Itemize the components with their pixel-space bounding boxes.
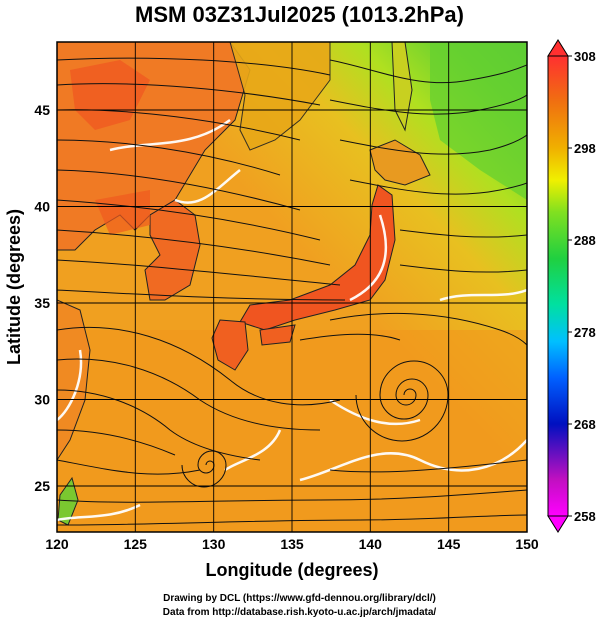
plot-area: [57, 42, 527, 532]
russia-coast: [229, 42, 331, 151]
streamline: [399, 229, 527, 238]
contour-line: [57, 349, 83, 421]
colorbar-body: [547, 55, 569, 517]
lon-tick-label: 120: [45, 536, 69, 552]
cyclone-spiral: [355, 360, 449, 442]
lat-tick-labels: 25 30 35 40 45: [34, 102, 50, 494]
contour-line: [224, 429, 282, 472]
colorbar-tick-label: 268: [574, 417, 596, 432]
streamline: [57, 169, 301, 211]
streamline: [57, 489, 527, 503]
lon-tick-labels: 120 125 130 135 140 145 150: [45, 536, 539, 552]
streamline: [329, 459, 527, 473]
lon-tick-label: 135: [280, 536, 304, 552]
continent-hot-spots-2: [95, 190, 150, 235]
lat-tick-label: 35: [34, 295, 50, 311]
streamline: [57, 259, 341, 286]
colorbar-top-arrow: [547, 39, 569, 57]
streamline: [339, 134, 527, 155]
streamline: [57, 199, 321, 241]
lat-tick-label: 25: [34, 478, 50, 494]
lat-tick-label: 45: [34, 102, 50, 118]
credits: Drawing by DCL (https://www.gfd-dennou.o…: [0, 592, 599, 620]
lon-tick-label: 150: [515, 536, 539, 552]
colorbar: 308 298 288 278 268 258: [547, 39, 596, 533]
taiwan-land: [57, 476, 79, 526]
streamline: [57, 358, 321, 431]
contour-line: [174, 169, 241, 204]
streamlines: [57, 57, 527, 526]
streamline: [329, 59, 527, 84]
lat-tick-label: 30: [34, 392, 50, 408]
streamline: [57, 429, 176, 456]
contour-line: [299, 439, 527, 482]
colorbar-tick-label: 278: [574, 325, 596, 340]
y-axis-label: Latitude (degrees): [4, 209, 24, 365]
streamline: [57, 83, 321, 106]
shikoku-land: [259, 324, 296, 346]
china-coast-south: [57, 299, 91, 461]
plot-frame: [56, 41, 528, 533]
credit-line-drawing: Drawing by DCL (https://www.gfd-dennou.o…: [163, 593, 436, 604]
contour-line: [109, 118, 231, 152]
lon-tick-label: 145: [437, 536, 461, 552]
x-axis-label: Longitude (degrees): [205, 560, 378, 580]
colorbar-bottom-arrow: [547, 515, 569, 533]
map-grid: [57, 42, 527, 532]
contour-line: [57, 503, 141, 522]
streamline: [349, 179, 527, 195]
streamline: [57, 289, 346, 301]
lat-tick-label: 40: [34, 199, 50, 215]
streamline: [57, 139, 281, 176]
streamline: [329, 312, 527, 346]
page-title: MSM 03Z31Jul2025 (1013.2hPa): [135, 2, 464, 27]
streamline: [57, 57, 331, 76]
colorbar-tick-label: 258: [574, 509, 596, 524]
honshu-land: [239, 184, 396, 331]
cool-northeast: [430, 42, 527, 200]
white-contours: [57, 118, 527, 522]
credit-line-data: Data from http://database.rish.kyoto-u.a…: [162, 607, 437, 618]
kyushu-land: [211, 319, 249, 371]
contour-line: [329, 398, 421, 426]
streamline: [329, 94, 527, 115]
hokkaido-land: [369, 139, 431, 186]
lon-tick-label: 140: [359, 536, 383, 552]
colorbar-ticks: [568, 55, 572, 517]
streamline: [57, 389, 261, 461]
streamline: [299, 333, 401, 341]
lon-tick-label: 125: [124, 536, 148, 552]
streamline: [399, 264, 527, 273]
streamline: [57, 327, 341, 406]
colorbar-tick-label: 288: [574, 233, 596, 248]
lon-tick-label: 130: [202, 536, 226, 552]
colorbar-tick-label: 308: [574, 49, 596, 64]
contour-line: [349, 214, 388, 302]
korea-land: [144, 199, 201, 301]
colorbar-tick-label: 298: [574, 141, 596, 156]
